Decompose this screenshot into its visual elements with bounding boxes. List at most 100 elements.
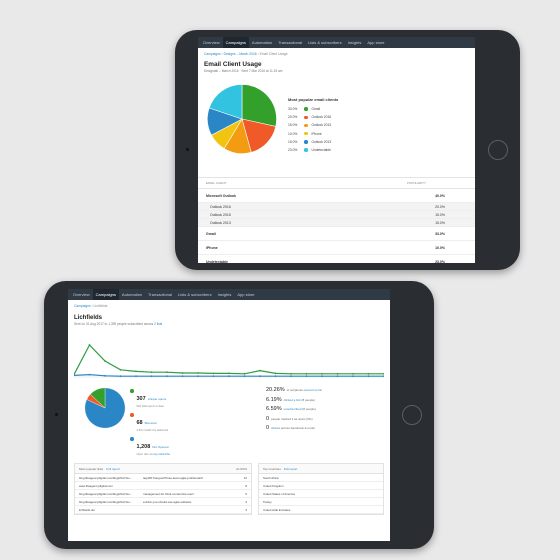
cell-popularity: 20.0%	[435, 204, 445, 209]
stat-link[interactable]: Not Opened	[152, 445, 169, 449]
subtitle-lists-link[interactable]: 2 lists	[154, 322, 163, 326]
legend-name: iPhone	[311, 131, 322, 136]
legend-name: Outlook 2016	[311, 115, 332, 120]
table-row[interactable]: lichfields.uk/3	[75, 506, 251, 514]
activity-text: of recipients	[286, 388, 304, 392]
table-row[interactable]: www.lifeagencydigital.com 8	[75, 482, 251, 490]
table-row[interactable]: blog.lifeagencydigital.com/blog/2017/au.…	[75, 490, 251, 498]
stat-link[interactable]: Unique opens	[147, 397, 167, 401]
email-client-pie-chart	[207, 84, 277, 154]
stat-item: 307 Unique opens 522 total opens to date	[130, 387, 240, 408]
legend-item: 33.0% Gmail	[288, 105, 408, 113]
activity-stat: 6.19% clicked a link (8 people)	[266, 397, 386, 407]
top-countries-table: Top countries Full report South Africa Un…	[258, 463, 384, 515]
home-button[interactable]	[402, 405, 422, 425]
nav-transactional[interactable]: Transactional	[278, 40, 303, 45]
series-point	[228, 372, 230, 375]
cell-popularity: 15.0%	[435, 212, 445, 217]
link-path: a-think-you-should-use-agile-software	[143, 499, 192, 504]
activity-text: (8 people)	[300, 397, 315, 402]
nav-overview[interactable]: Overview	[73, 292, 90, 297]
series-point	[104, 360, 106, 362]
link-path: management-for-think-contact-the-user/	[143, 491, 194, 496]
cell-client: Outlook 2016	[210, 204, 231, 209]
table-row: United Kingdom	[259, 482, 383, 490]
activity-text: (8 people)	[301, 407, 316, 411]
activity-number: 6.19%	[266, 396, 282, 403]
nav-campaigns[interactable]: Campaigns	[222, 37, 249, 48]
series-point	[212, 372, 215, 375]
table-row: Microsoft Outlook 40.0%	[198, 189, 475, 203]
nav-campaigns[interactable]: Campaigns	[92, 289, 119, 300]
legend-pct: 10.0%	[288, 131, 298, 136]
nav-overview[interactable]: Overview	[203, 40, 220, 45]
activity-link[interactable]: opened so far	[303, 388, 323, 392]
series-point	[259, 375, 261, 378]
legend-name: Outlook 2013	[311, 139, 332, 144]
activity-number: 20.26%	[266, 387, 285, 393]
nav-lists[interactable]: Lists & subscribers	[308, 40, 342, 45]
nav-lists[interactable]: Lists & subscribers	[178, 292, 212, 297]
nav-insights[interactable]: Insights	[217, 292, 232, 297]
legend-pct: 15.0%	[288, 123, 298, 128]
activity-link[interactable]: unsubscribed	[283, 407, 302, 411]
cell-popularity: 23.0%	[435, 259, 445, 264]
nav-app-store[interactable]: App store	[367, 40, 385, 45]
breadcrumb-campaign[interactable]: Designs – March 2016	[223, 52, 257, 56]
stat-swatch	[130, 389, 134, 393]
subtitle-text: Sent on 31 Aug 2017 to 1,395 people subs…	[74, 322, 154, 326]
engagement-pie-chart	[84, 387, 126, 429]
series-point	[212, 375, 215, 378]
series-point	[321, 375, 323, 378]
legend-swatch	[304, 148, 308, 152]
link-url[interactable]: blog.lifeagencydigital.com/blog/2017/au.…	[79, 475, 133, 480]
links-full-report-link[interactable]: Full report	[106, 466, 120, 471]
stat-number: 307	[136, 396, 146, 402]
engagement-pie-slice-2	[90, 387, 106, 409]
table-row[interactable]: blog.lifeagencydigital.com/blog/2017/au.…	[75, 498, 251, 506]
activity-stat: 0 shares across Facebook & email	[266, 425, 386, 435]
legend-item: 10.0% iPhone	[288, 130, 408, 138]
stat-link[interactable]: Bounced	[144, 421, 157, 425]
breadcrumb-campaigns[interactable]: Campaigns	[204, 52, 221, 56]
series-point	[197, 372, 199, 374]
nav-automation[interactable]: Automation	[251, 40, 273, 45]
link-url[interactable]: blog.lifeagencydigital.com/blog/2017/au.…	[79, 491, 133, 496]
home-button[interactable]	[488, 140, 508, 160]
link-url[interactable]: blog.lifeagencydigital.com/blog/2017/au.…	[79, 499, 133, 504]
country-name: United Arab Emirates	[263, 507, 291, 512]
activity-link[interactable]: clicked a link	[283, 397, 301, 402]
table-row: Outlook 2016 20.0%	[198, 203, 475, 211]
breadcrumb-campaigns[interactable]: Campaigns	[74, 304, 91, 308]
link-clicks: 3	[245, 507, 247, 512]
client-legend: Most popular email clients 33.0% Gmail 20.…	[288, 97, 408, 154]
table-row: Outlook 2013 15.0%	[198, 219, 475, 227]
series-point	[197, 375, 199, 378]
stat-caption: 522 total opens to date	[136, 405, 164, 408]
table-row[interactable]: blog.lifeagencydigital.com/blog/2017/au.…	[75, 474, 251, 482]
cell-popularity: 15.0%	[435, 220, 445, 225]
col-email-client: EMAIL CLIENT	[206, 181, 227, 185]
cell-client: Undetectable	[206, 259, 228, 264]
camera-dot	[186, 148, 189, 151]
cell-popularity: 40.0%	[435, 193, 445, 198]
camera-dot	[55, 413, 58, 416]
link-url[interactable]: lichfields.uk/	[79, 507, 95, 512]
breadcrumb-current: Lichfields	[93, 304, 108, 308]
series-point	[135, 370, 137, 373]
activity-link[interactable]: shares	[271, 426, 281, 430]
link-url[interactable]: www.lifeagencydigital.com	[79, 483, 113, 488]
cell-popularity: 10.0%	[435, 245, 445, 250]
activity-number: 0	[266, 415, 270, 422]
series-point	[181, 372, 184, 374]
nav-insights[interactable]: Insights	[347, 40, 362, 45]
nav-transactional[interactable]: Transactional	[148, 292, 173, 297]
page-title: Lichfields	[74, 315, 103, 321]
nav-automation[interactable]: Automation	[121, 292, 143, 297]
countries-full-report-link[interactable]: Full report	[283, 466, 298, 471]
activity-stat: 20.26% of recipients opened so far	[266, 387, 386, 397]
stat-caption-link[interactable]: any subscribe	[153, 453, 170, 456]
cell-client: iPhone	[206, 245, 218, 250]
link-clicks: 8	[245, 483, 247, 488]
nav-app-store[interactable]: App store	[237, 292, 255, 297]
